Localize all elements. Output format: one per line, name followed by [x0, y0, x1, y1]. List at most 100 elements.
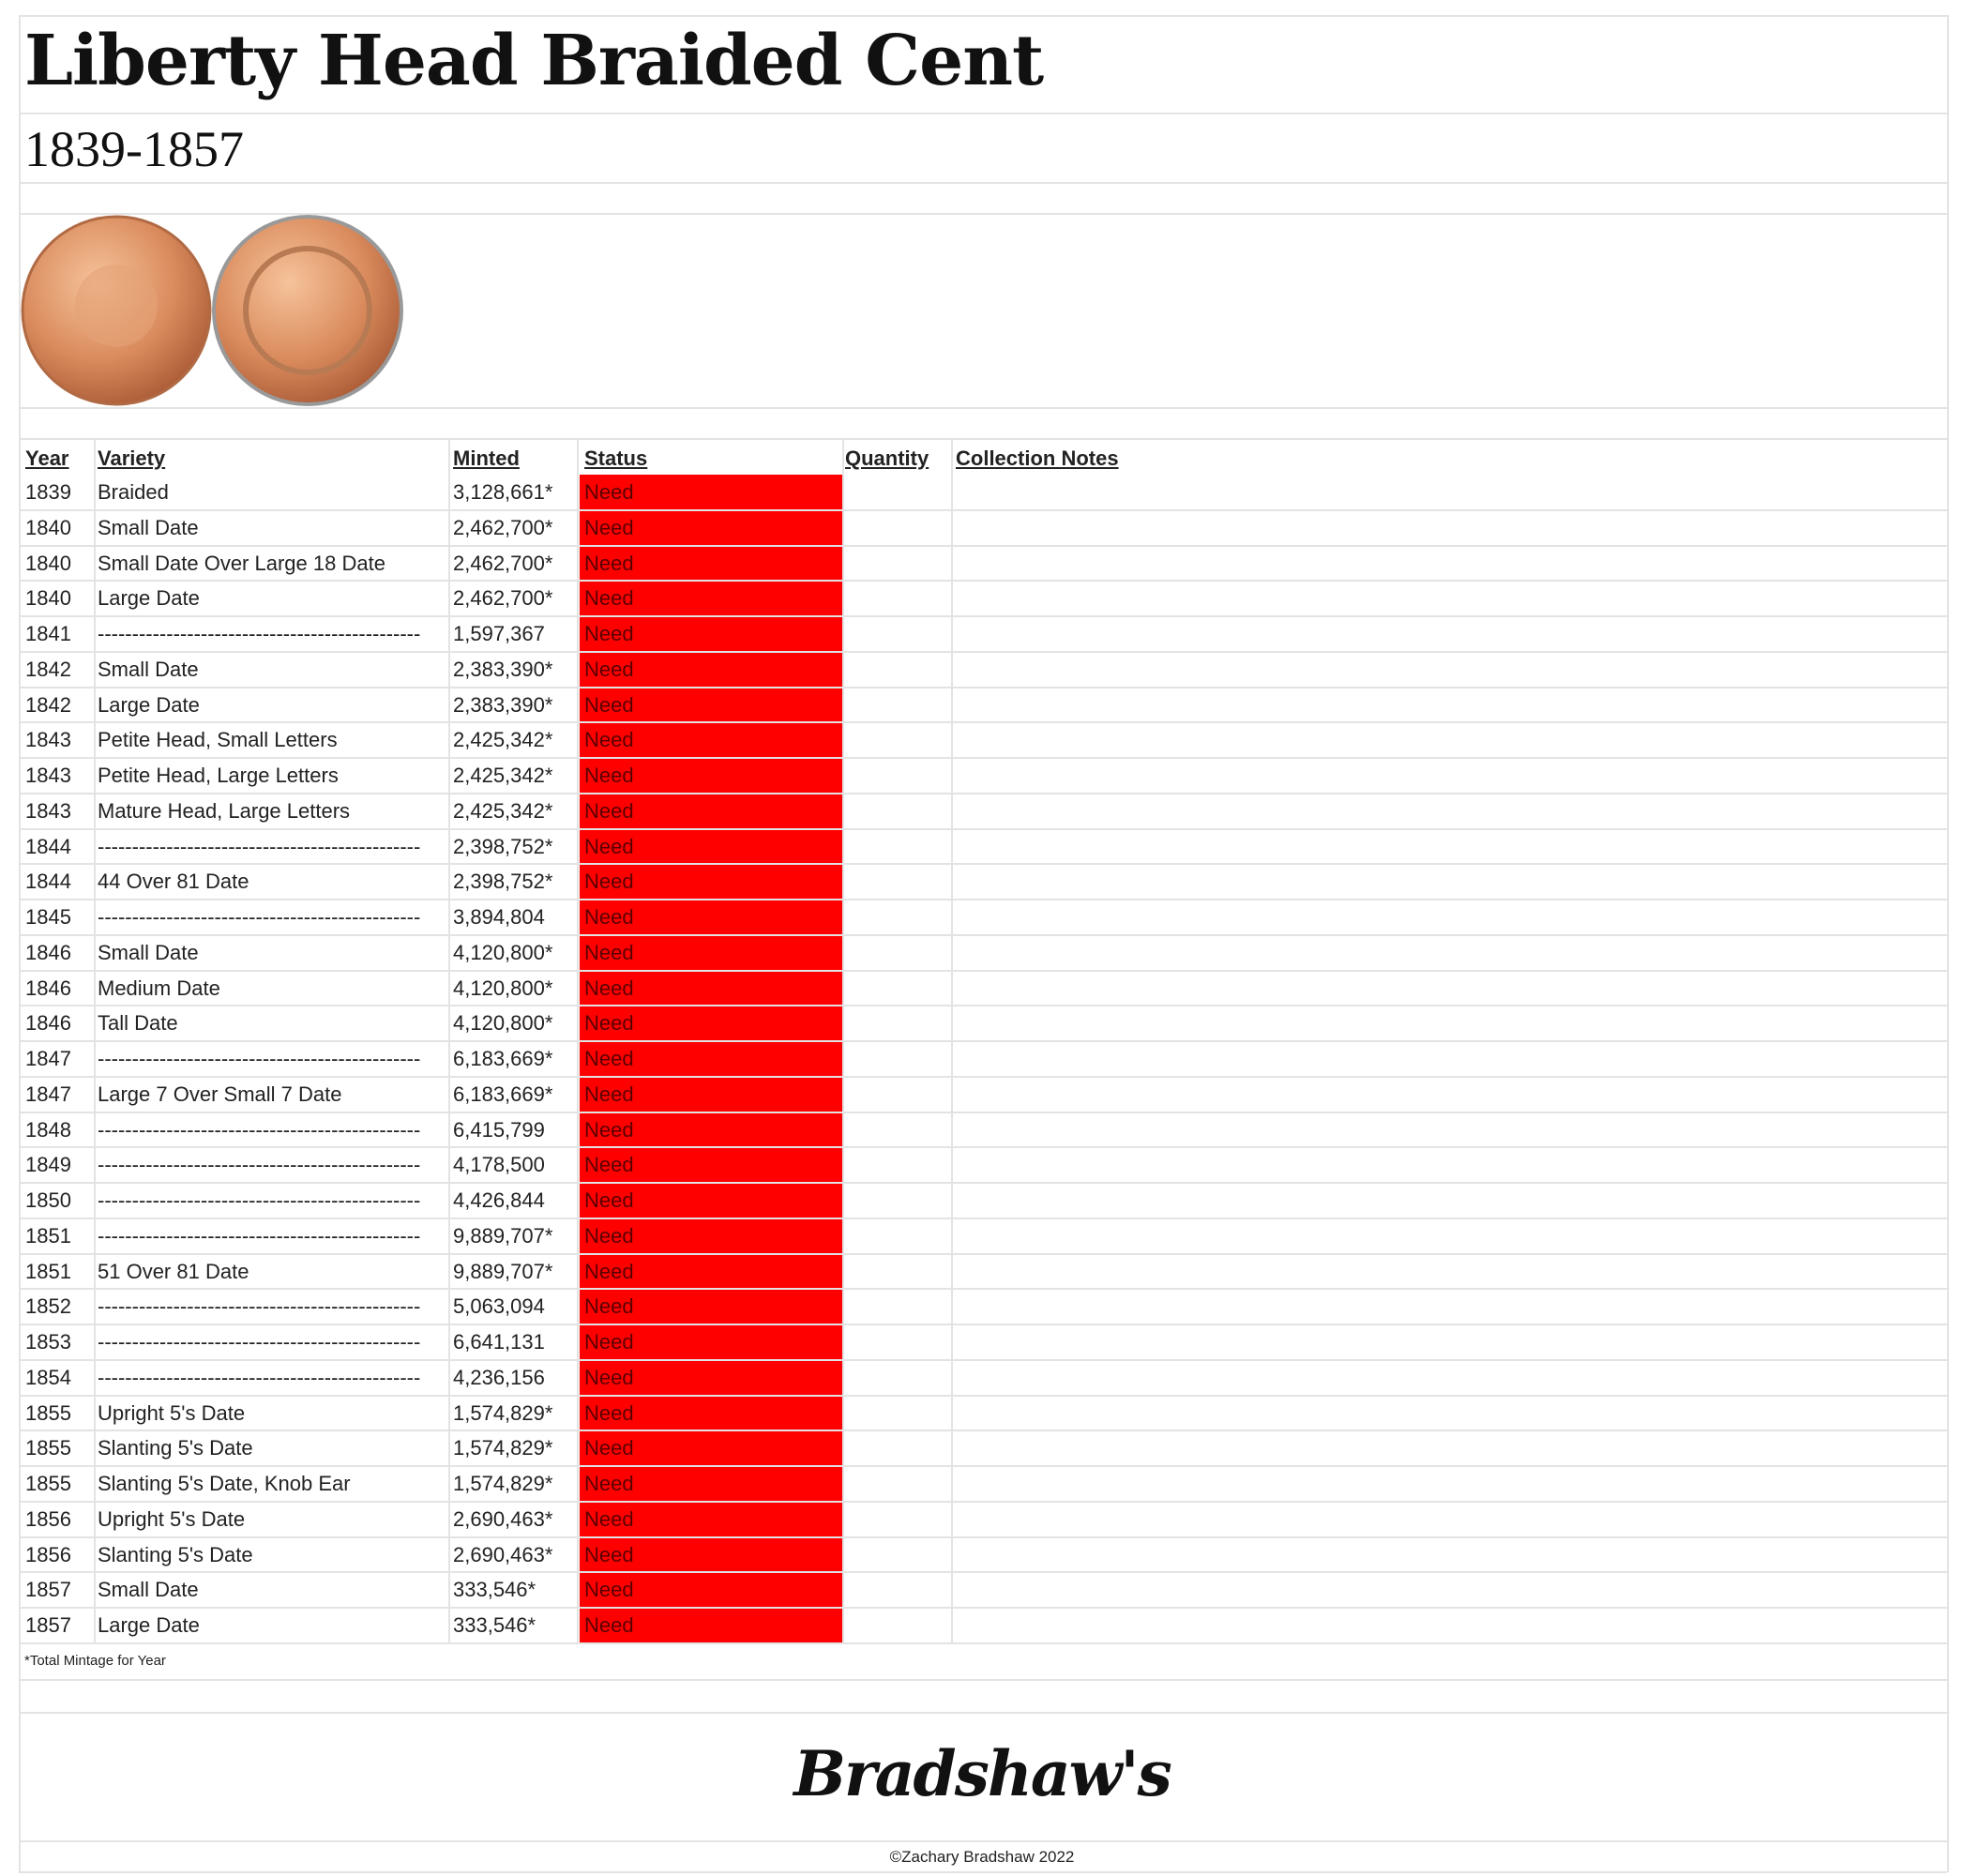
- coin-reverse: [212, 215, 403, 406]
- border-line: [19, 15, 21, 1872]
- year-cell: 1849: [25, 1153, 71, 1177]
- year-cell: 1846: [25, 976, 71, 1000]
- minted-cell: 2,462,700*: [453, 551, 553, 575]
- row-line: [19, 1217, 1947, 1219]
- status-cell: Need: [584, 1011, 634, 1036]
- row-line: [19, 407, 1947, 409]
- row-line: [19, 438, 1947, 440]
- row-line: [19, 1430, 1947, 1432]
- row-line: [19, 686, 1947, 688]
- row-line: [19, 113, 1947, 114]
- variety-cell: ----------------------------------------…: [98, 622, 421, 645]
- year-cell: 1844: [25, 834, 71, 858]
- column-header: Collection Notes: [956, 446, 1119, 470]
- minted-cell: 2,398,752*: [453, 870, 553, 894]
- row-line: [19, 1358, 1947, 1361]
- minted-cell: 3,128,661*: [453, 480, 553, 504]
- row-line: [19, 1111, 1947, 1113]
- year-cell: 1844: [25, 870, 71, 894]
- coin-images: [21, 215, 403, 406]
- row-line: [19, 182, 1947, 184]
- variety-cell: Large Date: [98, 586, 200, 611]
- row-line: [19, 863, 1947, 866]
- minted-cell: 6,183,669*: [453, 1082, 553, 1106]
- variety-cell: Braided: [98, 480, 169, 504]
- minted-cell: 1,574,829*: [453, 1436, 553, 1460]
- status-cell: Need: [584, 1259, 634, 1283]
- status-cell: Need: [584, 622, 634, 645]
- row-line: [19, 1394, 1947, 1397]
- minted-cell: 4,236,156: [453, 1365, 545, 1389]
- row-line: [19, 1288, 1947, 1291]
- variety-cell: Medium Date: [98, 976, 220, 1000]
- variety-cell: ----------------------------------------…: [98, 1294, 421, 1319]
- variety-cell: Upright 5's Date: [98, 1400, 246, 1425]
- status-cell: Need: [584, 1542, 634, 1566]
- border-line: [1947, 15, 1949, 1872]
- row-line: [19, 650, 1947, 653]
- column-line: [951, 438, 953, 1643]
- column-line: [577, 438, 579, 1643]
- row-line: [19, 1607, 1947, 1609]
- variety-cell: ----------------------------------------…: [98, 1330, 421, 1354]
- status-cell: Need: [584, 692, 634, 717]
- row-line: [19, 1712, 1947, 1714]
- minted-cell: 2,425,342*: [453, 798, 553, 823]
- minted-cell: 9,889,707*: [453, 1223, 553, 1248]
- year-cell: 1847: [25, 1047, 71, 1070]
- minted-cell: 2,383,390*: [453, 657, 553, 681]
- column-line: [448, 438, 450, 1643]
- year-cell: 1851: [25, 1259, 71, 1283]
- coin-wreath: [243, 246, 372, 375]
- minted-cell: 333,546*: [453, 1613, 536, 1637]
- minted-cell: 6,415,799: [453, 1117, 545, 1142]
- year-cell: 1843: [25, 798, 71, 823]
- column-header: Variety: [98, 446, 166, 470]
- status-cell: Need: [584, 1472, 634, 1495]
- year-cell: 1857: [25, 1613, 71, 1637]
- minted-cell: 2,383,390*: [453, 692, 553, 717]
- variety-cell: 51 Over 81 Date: [98, 1259, 249, 1283]
- minted-cell: 4,120,800*: [453, 976, 553, 1000]
- minted-cell: 2,425,342*: [453, 728, 553, 752]
- status-cell: Need: [584, 1578, 634, 1602]
- status-cell: Need: [584, 657, 634, 681]
- minted-cell: 2,462,700*: [453, 515, 553, 539]
- column-line: [94, 438, 96, 1643]
- status-cell: Need: [584, 515, 634, 539]
- variety-cell: Small Date: [98, 657, 199, 681]
- row-line: [19, 1182, 1947, 1184]
- variety-cell: 44 Over 81 Date: [98, 870, 249, 894]
- subtitle: 1839-1857: [24, 121, 244, 177]
- variety-cell: ----------------------------------------…: [98, 1047, 421, 1070]
- row-line: [19, 792, 1947, 794]
- row-line: [19, 1252, 1947, 1255]
- footnote: *Total Mintage for Year: [24, 1653, 166, 1669]
- minted-cell: 5,063,094: [453, 1294, 545, 1319]
- year-cell: 1845: [25, 905, 71, 929]
- row-line: [19, 899, 1947, 900]
- row-line: [19, 213, 1947, 215]
- status-cell: Need: [584, 976, 634, 1000]
- column-header: Status: [584, 446, 648, 470]
- variety-cell: Petite Head, Large Letters: [98, 764, 339, 787]
- coin-portrait: [75, 265, 158, 347]
- row-line: [19, 1871, 1947, 1873]
- variety-cell: Small Date: [98, 940, 199, 964]
- logo: Bradshaw's: [793, 1737, 1172, 1810]
- column-header: Year: [25, 446, 69, 470]
- minted-cell: 1,574,829*: [453, 1472, 553, 1495]
- status-cell: Need: [584, 1153, 634, 1177]
- year-cell: 1851: [25, 1223, 71, 1248]
- status-cell: Need: [584, 940, 634, 964]
- row-line: [19, 721, 1947, 724]
- status-cell: Need: [584, 1082, 634, 1106]
- variety-cell: Slanting 5's Date, Knob Ear: [98, 1472, 351, 1495]
- status-cell: Need: [584, 1400, 634, 1425]
- row-line: [19, 827, 1947, 830]
- status-cell: Need: [584, 834, 634, 858]
- row-line: [19, 969, 1947, 972]
- row-line: [19, 757, 1947, 759]
- title: Liberty Head Braided Cent: [24, 21, 1044, 101]
- year-cell: 1855: [25, 1436, 71, 1460]
